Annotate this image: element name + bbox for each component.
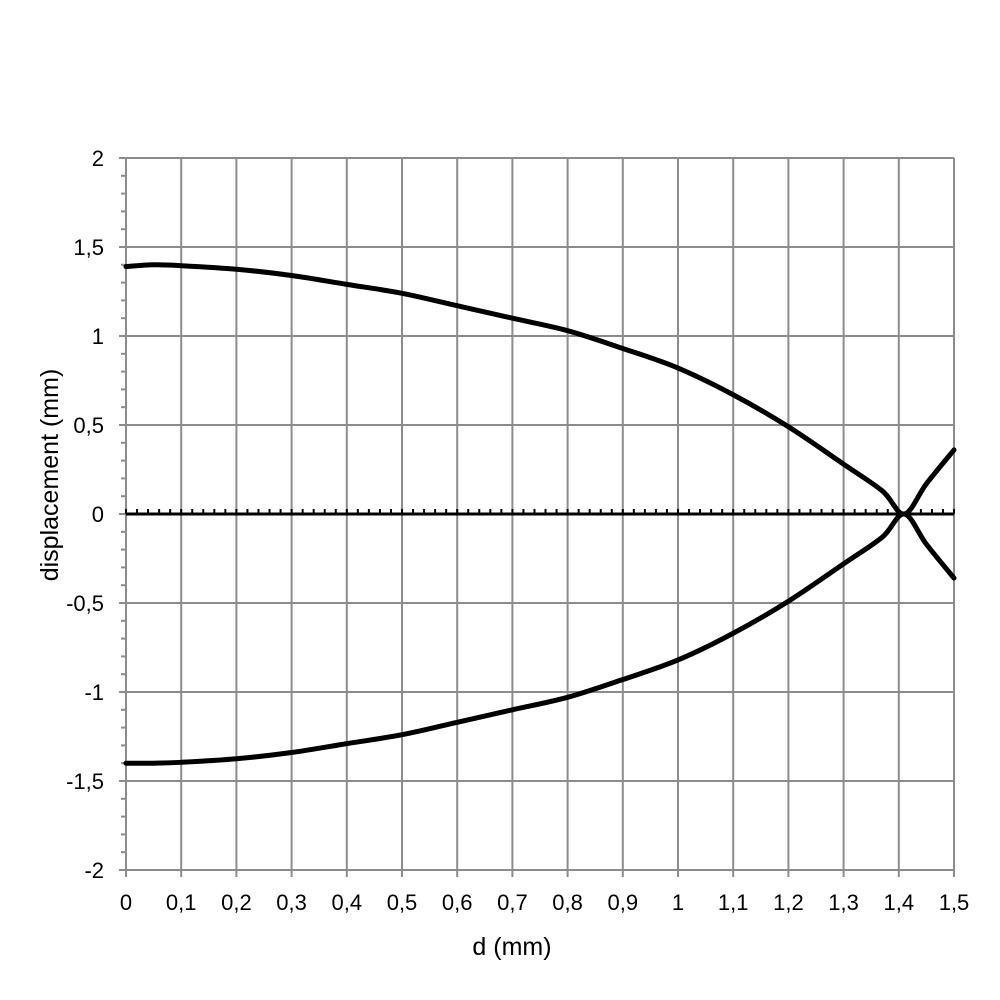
x-tick-label: 1,3	[828, 890, 859, 915]
y-axis-title: displacement (mm)	[36, 369, 64, 582]
y-tick-label: 1	[92, 324, 104, 349]
x-tick-label: 1,1	[718, 890, 749, 915]
y-tick-label: 0	[92, 502, 104, 527]
x-tick-label: 0,1	[166, 890, 197, 915]
x-tick-labels: 0 0,1 0,2 0,3 0,4 0,5 0,6 0,7 0,8 0,9 1 1,1 1,2 1,3 1,…	[120, 890, 969, 915]
x-tick-label: 1,5	[939, 890, 970, 915]
y-tick-label: 0,5	[73, 413, 104, 438]
axes	[119, 157, 955, 877]
y-tick-label: -1,5	[66, 769, 104, 794]
x-tick-label: 0	[120, 890, 132, 915]
series-line-1	[123, 262, 957, 517]
x-tick-label: 0,4	[332, 890, 363, 915]
x-tick-label: 1,4	[884, 890, 915, 915]
x-tick-label: 0,2	[221, 890, 252, 915]
y-tick-label: 1,5	[73, 235, 104, 260]
x-tick-label: 0,7	[497, 890, 528, 915]
series-line-2	[123, 511, 957, 766]
y-tick-label: -2	[84, 858, 104, 883]
x-tick-label: 0,5	[387, 890, 418, 915]
y-tick-label: -0,5	[66, 591, 104, 616]
x-tick-label: 0,8	[552, 890, 583, 915]
x-tick-label: 1	[672, 890, 684, 915]
y-tick-labels: 2 1,5 1 0,5 0 -0,5 -1 -1,5 -2	[66, 146, 104, 883]
series-group	[123, 262, 957, 766]
y-tick-label: 2	[92, 146, 104, 171]
x-tick-label: 0,3	[276, 890, 307, 915]
y-tick-label: -1	[84, 680, 104, 705]
x-tick-label: 0,9	[608, 890, 639, 915]
x-tick-label: 0,6	[442, 890, 473, 915]
x-tick-label: 1,2	[773, 890, 804, 915]
x-axis-title: d (mm)	[472, 933, 551, 961]
